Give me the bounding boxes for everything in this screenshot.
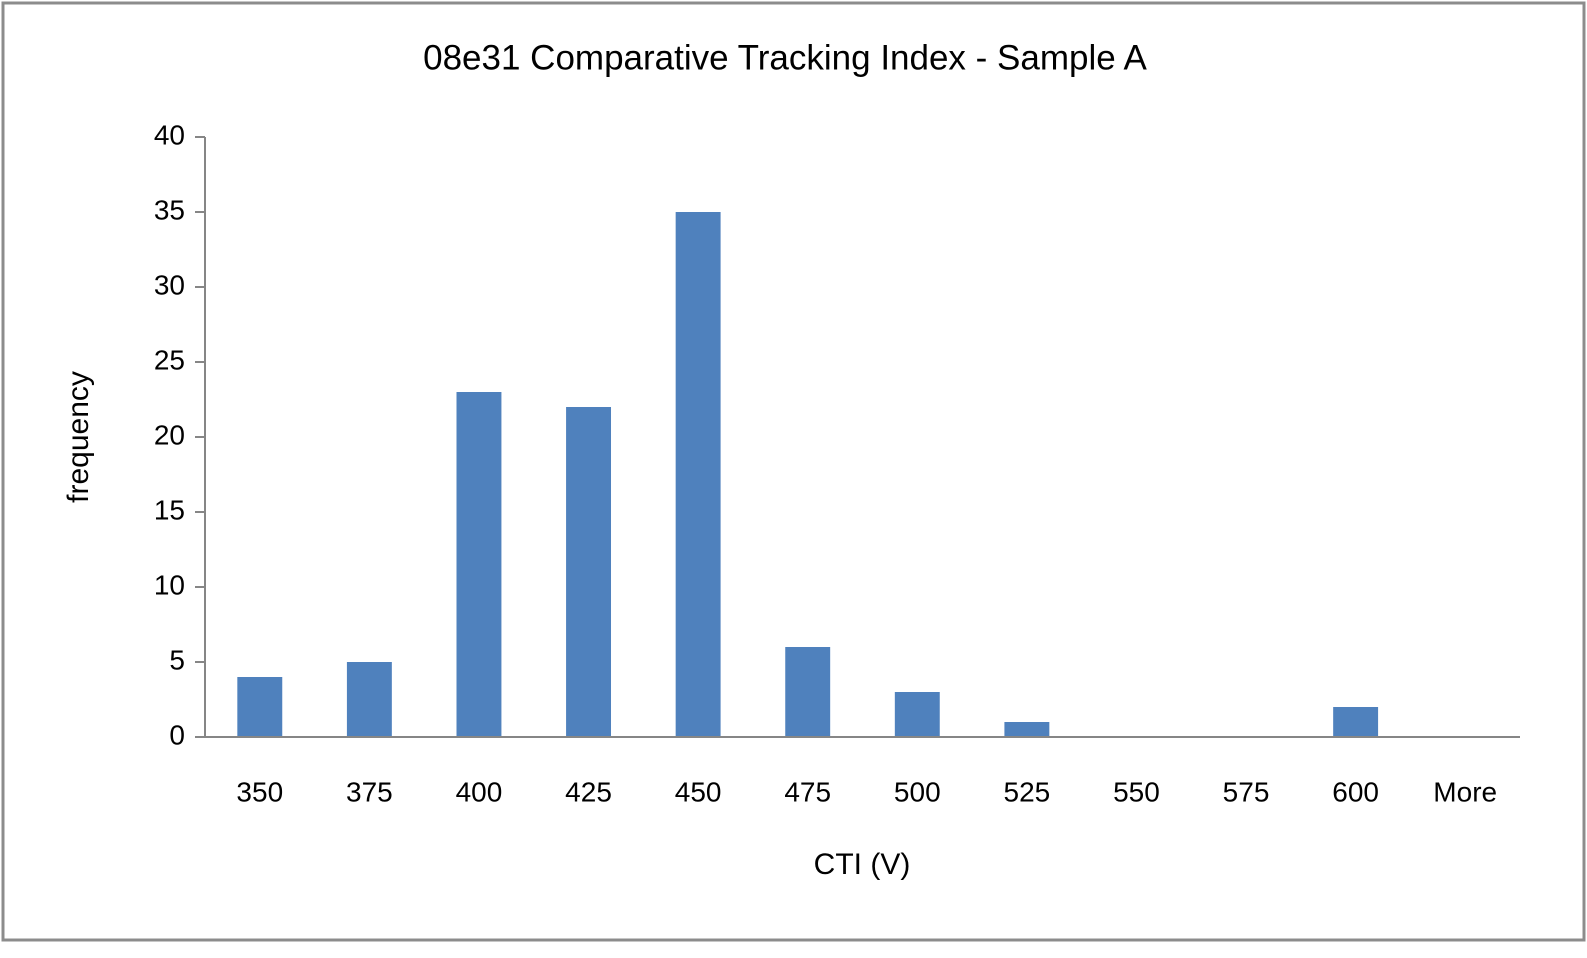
y-tick-label: 20 [154, 419, 185, 450]
x-tick-label: 600 [1332, 776, 1379, 807]
bar [346, 662, 392, 737]
y-tick-label: 15 [154, 494, 185, 525]
x-tick-label: 475 [784, 776, 831, 807]
y-tick-label: 35 [154, 194, 185, 225]
y-tick-label: 10 [154, 569, 185, 600]
y-tick-label: 25 [154, 344, 185, 375]
x-tick-label: 575 [1223, 776, 1270, 807]
bar [675, 212, 721, 737]
y-axis-title: frequency [62, 371, 95, 503]
bar [456, 392, 502, 737]
x-tick-label: 375 [346, 776, 393, 807]
y-tick-label: 0 [169, 719, 185, 750]
y-tick-label: 40 [154, 119, 185, 150]
bar [566, 407, 612, 737]
x-axis-title: CTI (V) [814, 848, 911, 881]
x-tick-label: 550 [1113, 776, 1160, 807]
x-tick-label: More [1433, 776, 1497, 807]
x-tick-label: 425 [565, 776, 612, 807]
x-tick-label: 400 [456, 776, 503, 807]
x-tick-label: 450 [675, 776, 722, 807]
x-tick-label: 525 [1004, 776, 1051, 807]
chart-title: 08e31 Comparative Tracking Index - Sampl… [423, 38, 1147, 77]
bar [1333, 707, 1379, 737]
bar [1004, 722, 1050, 737]
y-tick-label: 5 [169, 644, 185, 675]
bar [237, 677, 283, 737]
bar [785, 647, 831, 737]
bar [894, 692, 940, 737]
x-tick-label: 350 [236, 776, 283, 807]
x-tick-label: 500 [894, 776, 941, 807]
y-tick-label: 30 [154, 269, 185, 300]
